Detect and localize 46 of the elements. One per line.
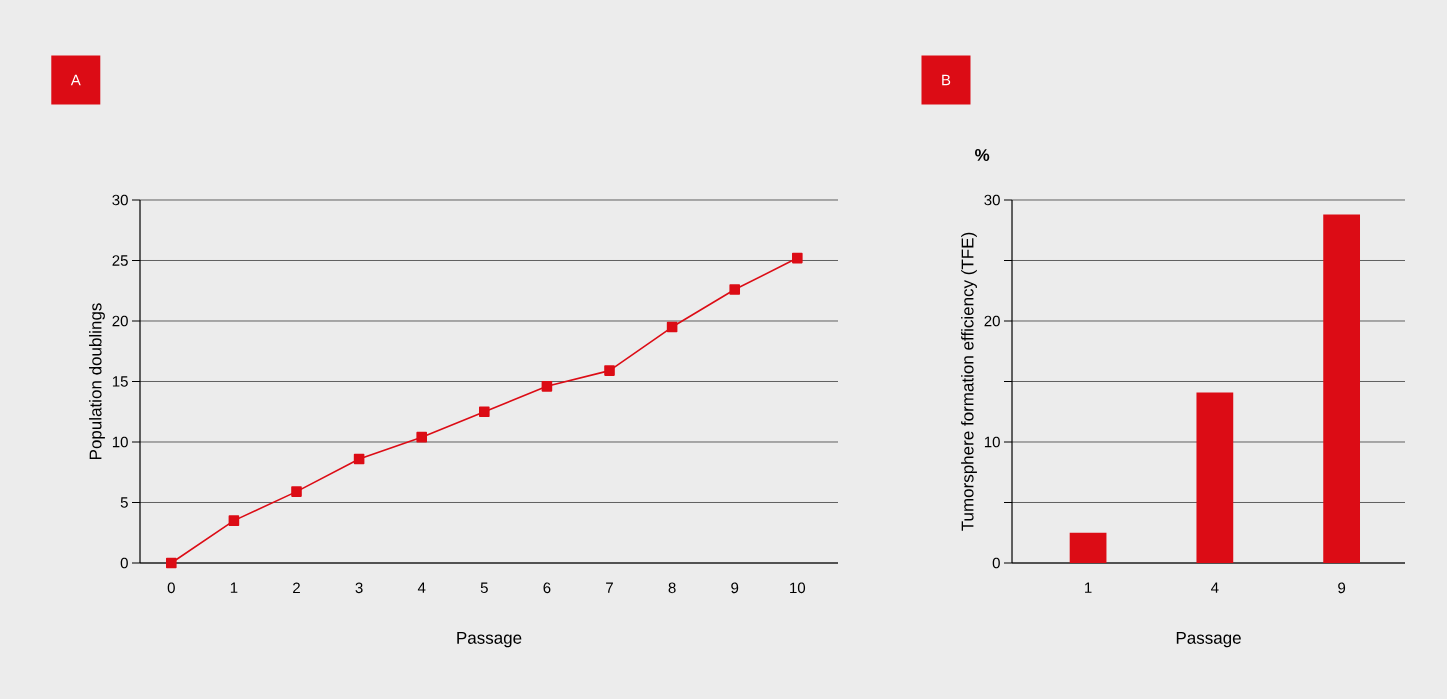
x-tick-label: 9: [731, 582, 739, 594]
point: [541, 381, 553, 392]
x-axis-title: Passage: [457, 632, 522, 648]
x-tick-label: 2: [293, 582, 300, 594]
y-tick-label: 10: [984, 436, 1000, 448]
x-tick-label: 6: [543, 582, 551, 594]
point: [291, 486, 302, 497]
point: [416, 431, 428, 443]
y-tick-label: 30: [984, 194, 1000, 206]
x-tick-label: 1: [1085, 582, 1092, 593]
x-tick-label: 9: [1338, 582, 1346, 594]
point: [666, 321, 678, 333]
chart-title: B: [942, 74, 951, 86]
point: [479, 406, 490, 418]
y-axis-title: Tumorsphere formation efficiency (TFE): [961, 232, 977, 531]
x-axis-title: Passage: [1176, 632, 1241, 648]
y-tick-label: 10: [112, 436, 128, 448]
y-axis-title: Population doublings: [89, 303, 105, 460]
x-tick-label: 3: [355, 582, 363, 594]
y-tick-label: 0: [120, 557, 128, 569]
point: [604, 365, 615, 376]
bar: [1196, 392, 1234, 563]
y-tick-label: 20: [112, 315, 128, 327]
x-tick-label: 10: [790, 582, 806, 594]
point: [729, 284, 741, 295]
y-tick-label: 20: [984, 315, 1000, 327]
y-tick-label: 5: [120, 497, 128, 508]
x-tick-label: 8: [668, 582, 676, 594]
point: [166, 557, 177, 569]
x-tick-label: 5: [480, 582, 488, 593]
point: [792, 252, 803, 264]
x-tick-label: 4: [417, 582, 426, 593]
y-tick-label: 15: [112, 376, 128, 387]
point: [353, 453, 365, 465]
y-tick-label: 30: [112, 194, 128, 206]
x-tick-label: 0: [167, 582, 175, 594]
chart-title: A: [70, 74, 81, 86]
x-tick-label: 1: [230, 582, 238, 593]
point: [228, 515, 240, 526]
y-tick-label: 25: [112, 255, 128, 266]
bar: [1323, 214, 1361, 563]
bar: [1069, 532, 1107, 563]
x-tick-label: 7: [606, 582, 613, 593]
text: %: [975, 149, 990, 161]
y-tick-label: 0: [992, 557, 1000, 569]
x-tick-label: 4: [1211, 582, 1219, 593]
